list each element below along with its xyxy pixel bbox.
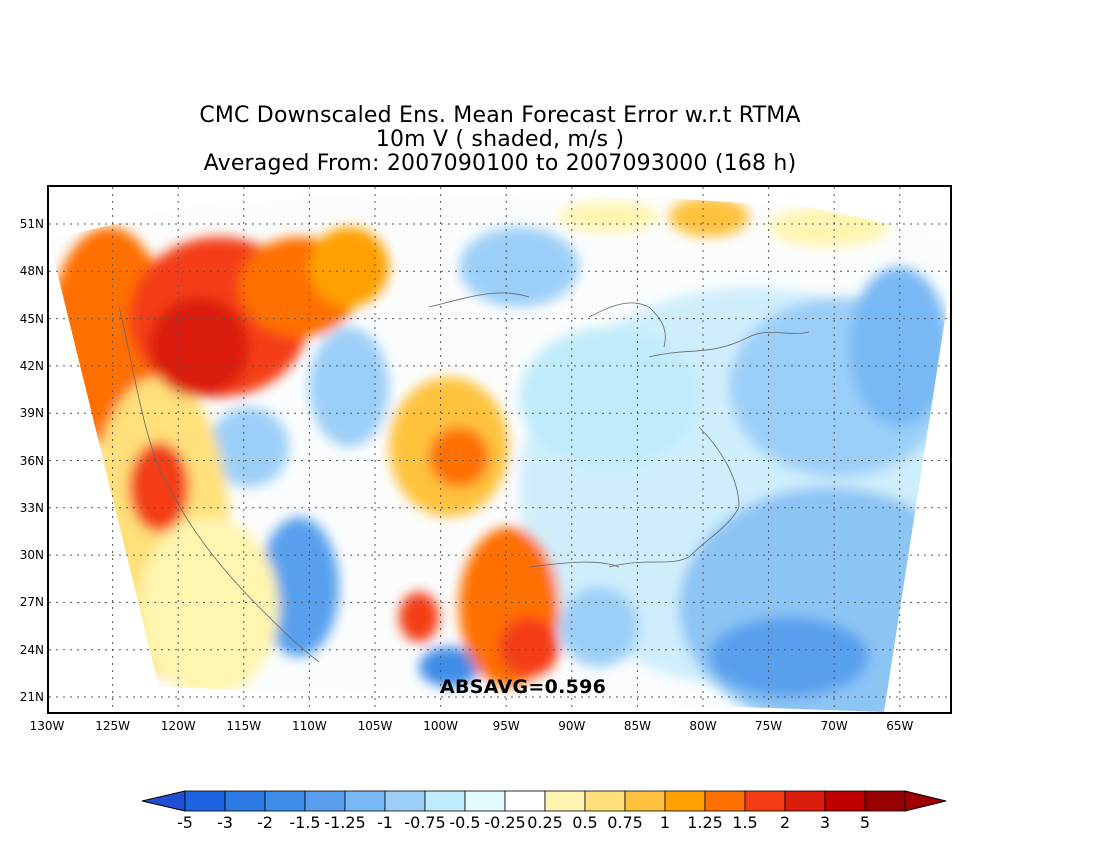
lon-tick-label: 115W [226,719,262,733]
lat-tick-label: 36N [19,453,44,468]
colorbar-swatch [224,790,266,812]
absavg-annotation: ABSAVG=0.596 [440,676,607,698]
lon-tick-label: 85W [623,719,651,733]
colorbar-tick-label: -5 [177,813,193,832]
lon-tick-label: 100W [423,719,458,733]
colorbar-swatch [544,790,586,812]
colorbar-tick-label: 1.25 [687,813,723,832]
colorbar-tick-label: 1.5 [732,813,758,832]
colorbar-swatch [624,790,666,812]
colorbar-tick-label: 1 [659,813,671,832]
lon-tick-label: 80W [689,719,717,733]
colorbar-tick-label: -2 [257,813,273,832]
lat-tick-label: 21N [19,690,44,704]
lat-tick-label: 45N [19,311,44,326]
colorbar-swatch [864,790,906,812]
colorbar-tick-label: 5 [859,813,871,832]
lon-tick-label: 120W [160,719,196,733]
colorbar-swatch [824,790,866,812]
colorbar-swatch [664,790,706,812]
colorbar-swatch [424,790,466,812]
colorbar-swatch [264,790,306,812]
colorbar-tick-label: 2 [779,813,791,832]
colorbar-swatch [504,790,546,812]
lon-tick-label: 95W [492,719,520,733]
lat-tick-label: 51N [19,217,44,231]
lon-tick-label: 130W [29,719,65,733]
colorbar-tick-label: -0.75 [404,813,446,832]
lat-tick-label: 30N [19,548,44,563]
colorbar-tick-label: -1.5 [289,813,321,832]
lat-tick-label: 27N [19,595,44,610]
lon-tick-label: 90W [558,719,586,733]
chart-title-line1: CMC Downscaled Ens. Mean Forecast Error … [199,103,801,128]
chart-title-line2: 10m V ( shaded, m/s ) [375,127,625,152]
lat-tick-label: 42N [19,358,44,373]
colorbar-swatch [464,790,506,812]
colorbar-swatch [344,790,386,812]
colorbar-tick-label: 0.75 [607,813,643,832]
colorbar-tick-label: 0.25 [527,813,563,832]
lat-tick-label: 48N [19,264,44,279]
graticule-grid [49,187,950,712]
colorbar-swatch [744,790,786,812]
lon-tick-label: 75W [755,719,783,733]
lat-tick-label: 24N [19,642,44,657]
colorbar-tick-label: -0.25 [484,813,526,832]
lon-tick-label: 70W [820,719,848,733]
lon-tick-label: 65W [886,719,914,733]
map-plot-area [47,185,952,714]
colorbar-high-arrow [904,790,947,812]
lon-tick-label: 125W [95,719,130,733]
colorbar-swatch [784,790,826,812]
colorbar [141,790,947,812]
lon-tick-label: 105W [357,719,393,733]
colorbar-tick-label: 3 [819,813,831,832]
colorbar-swatch [704,790,746,812]
colorbar-swatch [304,790,346,812]
colorbar-tick-label: 0.5 [572,813,598,832]
lat-tick-label: 33N [19,500,44,515]
colorbar-low-arrow [141,790,186,812]
colorbar-tick-label: -1.25 [324,813,366,832]
coastline-outlines [118,292,810,663]
colorbar-tick-label: -0.5 [449,813,481,832]
colorbar-swatch [384,790,426,812]
chart-title-line3: Averaged From: 2007090100 to 2007093000 … [203,151,797,176]
colorbar-tick-label: -1 [377,813,393,832]
colorbar-tick-label: -3 [217,813,233,832]
map-canvas [49,187,950,712]
colorbar-swatch [184,790,226,812]
lat-tick-label: 39N [19,406,44,421]
forecast-error-field [49,193,950,712]
lon-tick-label: 110W [292,719,327,733]
colorbar-swatch [584,790,626,812]
